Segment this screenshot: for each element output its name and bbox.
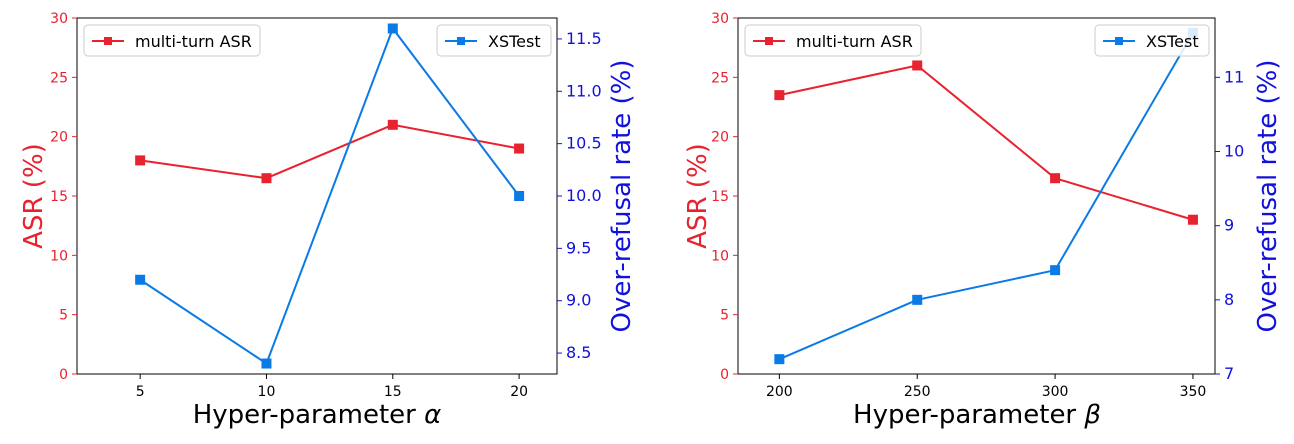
x-tick-label: 350 [1180,384,1207,400]
x-tick-label: 250 [904,384,931,400]
data-point-xstest [1050,265,1061,276]
legend-asr-box [83,24,261,57]
y-left-axis-label: ASR (%) [19,143,49,249]
plot-frame [737,17,1216,375]
y-left-tick-label: 20 [711,130,729,146]
data-point-asr [261,173,272,184]
y-left-tick-label: 0 [720,367,729,383]
data-point-xstest [912,294,923,305]
y-left-tick-label: 25 [50,70,68,86]
legend-xstest-label: XSTest [488,32,541,51]
legend-xstest-box [1094,24,1210,57]
legend-asr-box [744,24,922,57]
x-axis-label: Hyper-parameter β [853,400,1101,430]
legend-asr-label: multi-turn ASR [796,32,913,51]
y-right-tick-label: 8 [1224,290,1234,309]
series-line-asr [140,123,520,180]
y-right-tick-label: 9 [1224,216,1234,235]
legend-xstest-marker [457,37,465,45]
plot-frame [76,17,558,375]
x-tick-label: 5 [136,384,145,400]
legend-xstest: XSTest [1094,24,1210,57]
data-point-asr [514,143,525,154]
y-left-tick-label: 20 [50,130,68,146]
y-left-axis: 0 5 10 15 20 25 30 [50,11,77,383]
y-right-axis-label: Over-refusal rate (%) [1253,59,1283,332]
x-tick-label: 15 [384,384,402,400]
y-right-tick-label: 11 [1224,67,1244,86]
y-right-tick-label: 7 [1224,364,1234,383]
y-left-tick-label: 10 [50,248,68,264]
y-left-tick-label: 5 [59,308,68,324]
x-tick-label: 300 [1042,384,1069,400]
chart-right: 0 5 10 15 20 25 30 7 8 9 10 11 200 250 300 350 Hyper-… [683,11,1283,430]
legend-xstest-marker [1115,37,1123,45]
data-point-asr [135,155,146,166]
series-line-asr [779,64,1194,221]
series-line-xstest [778,32,1194,361]
data-point-xstest [774,354,785,365]
y-right-tick-label: 8.5 [566,343,591,362]
y-left-tick-label: 15 [711,189,729,205]
x-tick-label: 10 [258,384,276,400]
legend-xstest: XSTest [436,24,552,57]
y-right-tick-label: 9.5 [566,238,591,257]
x-axis-label: Hyper-parameter α [193,400,442,430]
y-left-tick-label: 5 [720,308,729,324]
x-tick-label: 200 [766,384,793,400]
legend-asr-marker [765,37,773,45]
y-left-tick-label: 10 [711,248,729,264]
legend-xstest-box [436,24,552,57]
series-line-xstest [139,26,520,366]
y-right-tick-label: 11.0 [566,81,602,100]
legend-xstest-label: XSTest [1146,32,1199,51]
x-tick-label: 20 [510,384,528,400]
y-left-tick-label: 0 [59,367,68,383]
series-layer [774,27,1198,365]
y-left-axis-label: ASR (%) [683,143,713,249]
legend-asr-label: multi-turn ASR [135,32,252,51]
data-point-xstest [514,191,525,201]
x-axis: 200 250 300 350 [766,374,1206,400]
y-left-tick-label: 30 [711,11,729,27]
y-right-axis-label: Over-refusal rate (%) [607,59,637,332]
data-point-xstest [387,23,398,34]
data-point-asr [1050,173,1061,184]
data-point-xstest [261,358,272,369]
legend-asr-marker [104,37,112,45]
y-right-tick-label: 10.5 [566,134,602,153]
series-layer [135,23,525,369]
y-right-tick-label: 10.0 [566,186,602,205]
y-left-tick-label: 30 [50,11,68,27]
legend-asr: multi-turn ASR [744,24,922,57]
data-point-asr [387,119,398,130]
y-left-tick-label: 15 [50,189,68,205]
y-right-tick-label: 11.5 [566,29,602,48]
y-right-axis: 7 8 9 10 11 [1215,67,1244,383]
y-left-tick-label: 25 [711,70,729,86]
y-left-axis: 0 5 10 15 20 25 30 [711,11,738,383]
data-point-asr [774,90,785,101]
data-point-xstest [135,274,146,285]
y-right-axis: 8.5 9.0 9.5 10.0 10.5 11.0 11.5 [557,29,602,362]
legend-asr: multi-turn ASR [83,24,261,57]
y-right-tick-label: 10 [1224,142,1244,161]
data-point-asr [1187,214,1198,225]
y-right-tick-label: 9.0 [566,291,591,310]
x-axis: 5 10 15 20 [136,374,528,400]
data-point-asr [912,60,923,71]
chart-left: 0 5 10 15 20 25 30 8.5 9.0 9.5 10.0 10.5 11.0 11.5 5… [19,11,637,430]
